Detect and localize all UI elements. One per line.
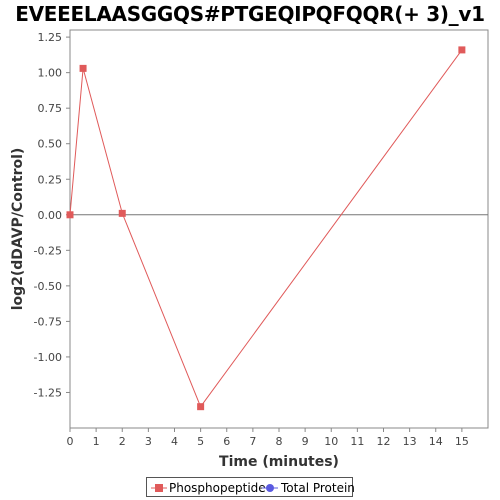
legend-phosphopeptide-label: Phosphopeptide (169, 481, 266, 495)
data-point (79, 64, 87, 72)
x-tick-label: 11 (350, 435, 364, 448)
x-tick-label: 2 (119, 435, 126, 448)
data-point (66, 211, 74, 219)
y-tick-label: 0.75 (38, 102, 63, 115)
y-tick-label: -0.50 (34, 280, 62, 293)
x-tick-label: 5 (197, 435, 204, 448)
x-axis-ticks: 0 1 2 3 4 5 6 7 8 9 10 11 12 13 14 15 (67, 428, 469, 448)
chart-title: EVEEELAASGGQS#PTGEQIPQFQQR(+ 3)_v1 (15, 2, 485, 26)
y-axis-ticks: 1.25 1.00 0.75 0.50 0.25 0.00 -0.25 -0.50 -0.75 -… (34, 31, 70, 399)
data-point (458, 46, 466, 54)
x-tick-label: 7 (249, 435, 256, 448)
y-tick-label: 1.25 (38, 31, 63, 44)
y-tick-label: -0.25 (34, 244, 62, 257)
data-point (197, 403, 205, 411)
y-tick-label: 0.25 (38, 173, 63, 186)
legend-total-protein-marker (266, 484, 274, 492)
x-tick-label: 1 (93, 435, 100, 448)
x-tick-label: 3 (145, 435, 152, 448)
plot-area (69, 29, 489, 429)
y-tick-label: 0.50 (38, 138, 63, 151)
legend-total-protein-label: Total Protein (280, 481, 354, 495)
series-layer (66, 46, 466, 411)
x-tick-label: 9 (302, 435, 309, 448)
legend: Phosphopeptide Total Protein (146, 477, 354, 497)
x-tick-label: 12 (377, 435, 391, 448)
y-axis-label: log2(dDAVP/Control) (10, 148, 26, 311)
x-tick-label: 14 (429, 435, 443, 448)
y-tick-label: -1.00 (34, 351, 62, 364)
x-tick-label: 13 (403, 435, 417, 448)
legend-phosphopeptide-marker (155, 484, 163, 492)
x-tick-label: 10 (324, 435, 338, 448)
y-tick-label: -0.75 (34, 315, 62, 328)
x-tick-label: 8 (276, 435, 283, 448)
x-tick-label: 6 (223, 435, 230, 448)
x-tick-label: 0 (67, 435, 74, 448)
x-tick-label: 15 (455, 435, 469, 448)
y-tick-label: -1.25 (34, 386, 62, 399)
y-tick-label: 1.00 (38, 67, 63, 80)
data-point (118, 209, 126, 217)
y-tick-label: 0.00 (38, 209, 63, 222)
x-axis-label: Time (minutes) (219, 454, 339, 470)
x-tick-label: 4 (171, 435, 178, 448)
